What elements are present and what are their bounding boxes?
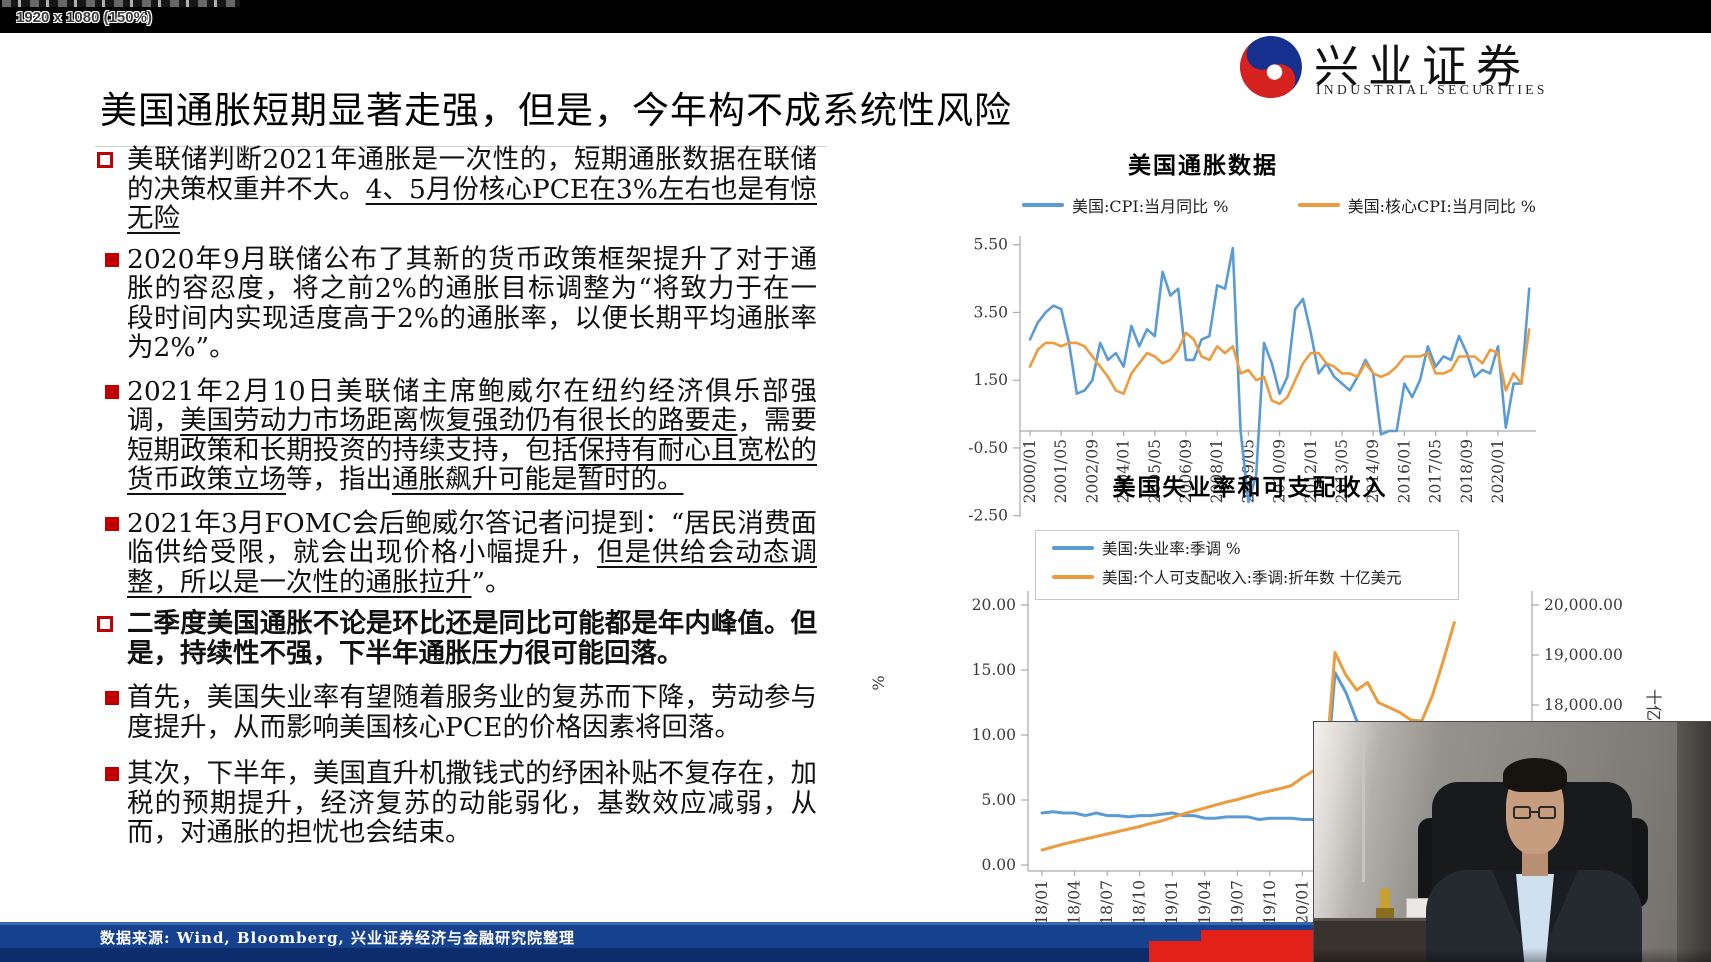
svg-text:5.50: 5.50 — [973, 236, 1008, 254]
svg-text:5.00: 5.00 — [981, 791, 1016, 809]
resolution-label: 1920 x 1080 (150%) — [16, 9, 152, 26]
cabinet — [1677, 722, 1711, 962]
bullet-item-2: 2020年9月联储公布了其新的货币政策框架提升了对于通胀的容忍度，将之前2%的通… — [95, 243, 817, 363]
title-divider — [95, 146, 827, 147]
slide-title: 美国通胀短期显著走强，但是，今年构不成系统性风险 — [100, 89, 1012, 132]
hollow-square-bullet-icon — [97, 616, 113, 632]
filled-square-bullet-icon — [105, 767, 119, 781]
svg-text:15.00: 15.00 — [972, 661, 1016, 679]
income-line-swatch-icon — [1052, 575, 1094, 579]
svg-text:20.00: 20.00 — [972, 596, 1016, 614]
chart2-legend-unemployment: 美国:失业率:季调 % — [1052, 537, 1458, 559]
chart2-title: 美国失业率和可支配收入 — [1112, 474, 1388, 501]
logo-name-cn: 兴业证券 — [1314, 40, 1531, 93]
svg-text:1.50: 1.50 — [973, 371, 1008, 389]
bullet-text: 2020年9月联储公布了其新的货币政策框架提升了对于通胀的容忍度，将之前2%的通… — [127, 243, 817, 363]
bullet-text: 美联储判断2021年通胀是一次性的，短期通胀数据在联储的决策权重并不大。4、5月… — [127, 144, 817, 234]
core-cpi-line-swatch-icon — [1297, 203, 1340, 207]
svg-text:-0.50: -0.50 — [968, 439, 1008, 457]
presenter-neck — [1522, 850, 1548, 876]
svg-text:%: % — [869, 675, 888, 690]
filled-square-bullet-icon — [105, 691, 119, 705]
window-frame — [1362, 722, 1365, 882]
bullet-text: 首先，美国失业率有望随着服务业的复苏而下降，劳动参与度提升，从而影响美国核心PC… — [127, 682, 817, 743]
logo-swirl-icon — [1240, 36, 1302, 98]
footer-red-accent-small — [1149, 941, 1201, 962]
cpi-line-swatch-icon — [1022, 203, 1064, 207]
chart1-legend-cpi: 美国:CPI:当月同比 % — [1022, 193, 1228, 217]
glasses-icon — [1513, 806, 1531, 819]
filled-square-bullet-icon — [105, 252, 119, 267]
clipped-window-title — [2, 0, 240, 7]
filled-square-bullet-icon — [105, 384, 119, 399]
bullet-list: 美联储判断2021年通胀是一次性的，短期通胀数据在联储的决策权重并不大。4、5月… — [95, 145, 817, 848]
bullet-item-3: 2021年2月10日美联储主席鲍威尔在纽约经济俱乐部强调，美国劳动力市场距离恢复… — [95, 375, 818, 495]
trophy — [1380, 888, 1390, 910]
chart1-legend-core-cpi: 美国:核心CPI:当月同比 % — [1297, 193, 1536, 217]
trophy-base — [1376, 908, 1394, 918]
bullet-item-7: 其次，下半年，美国直升机撒钱式的纾困补贴不复存在，加税的预期提升，经济复苏的动能… — [95, 759, 817, 848]
chart1-legend: 美国:CPI:当月同比 % 美国:核心CPI:当月同比 % — [1022, 193, 1536, 217]
bullet-item-4: 2021年3月FOMC会后鲍威尔答记者问提到：“居民消费面临供给受限，就会出现价… — [95, 507, 818, 598]
filled-square-bullet-icon — [105, 516, 119, 531]
presenter-hair — [1503, 758, 1567, 792]
svg-text:3.50: 3.50 — [973, 303, 1008, 321]
svg-text:10.00: 10.00 — [972, 726, 1016, 744]
bullet-text: 2021年2月10日美联储主席鲍威尔在纽约经济俱乐部强调，美国劳动力市场距离恢复… — [127, 375, 818, 495]
unemployment-line-swatch-icon — [1052, 546, 1094, 550]
bullet-text: 二季度美国通胀不论是环比还是同比可能都是年内峰值。但是，持续性不强，下半年通胀压… — [127, 608, 817, 669]
webcam-bottom-shadow — [1314, 948, 1711, 962]
hollow-square-bullet-icon — [97, 152, 113, 168]
logo-name-en: INDUSTRIAL SECURITIES — [1316, 82, 1548, 97]
webcam-video — [1313, 721, 1711, 962]
chart2-legend-income: 美国:个人可支配收入:季调:折年数 十亿美元 — [1052, 566, 1458, 588]
svg-text:19,000.00: 19,000.00 — [1544, 646, 1623, 664]
company-logo: 兴业证券 INDUSTRIAL SECURITIES — [1238, 30, 1658, 110]
svg-text:20,000.00: 20,000.00 — [1544, 596, 1623, 614]
footer-red-accent-large — [1201, 930, 1315, 962]
svg-text:18,000.00: 18,000.00 — [1544, 696, 1623, 714]
svg-text:0.00: 0.00 — [981, 856, 1016, 874]
svg-text:-2.50: -2.50 — [968, 507, 1008, 525]
bullet-text: 其次，下半年，美国直升机撒钱式的纾困补贴不复存在，加税的预期提升，经济复苏的动能… — [127, 758, 817, 848]
chart2-legend: 美国:失业率:季调 % 美国:个人可支配收入:季调:折年数 十亿美元 — [1035, 530, 1459, 600]
glasses-icon — [1538, 806, 1556, 819]
bullet-item-6: 首先，美国失业率有望随着服务业的复苏而下降，劳动参与度提升，从而影响美国核心PC… — [95, 683, 817, 742]
chart1-title: 美国通胀数据 — [1128, 152, 1278, 179]
bullet-item-1: 美联储判断2021年通胀是一次性的，短期通胀数据在联储的决策权重并不大。4、5月… — [95, 145, 817, 234]
bullet-text: 2021年3月FOMC会后鲍威尔答记者问提到：“居民消费面临供给受限，就会出现价… — [127, 507, 818, 598]
screenshare-top-bar: 1920 x 1080 (150%) — [0, 0, 1711, 33]
footer-source-text: 数据来源: Wind, Bloomberg, 兴业证券经济与金融研究院整理 — [100, 929, 576, 947]
bullet-item-5: 二季度美国通胀不论是环比还是同比可能都是年内峰值。但是，持续性不强，下半年通胀压… — [95, 609, 817, 668]
glasses-bridge — [1530, 811, 1539, 813]
